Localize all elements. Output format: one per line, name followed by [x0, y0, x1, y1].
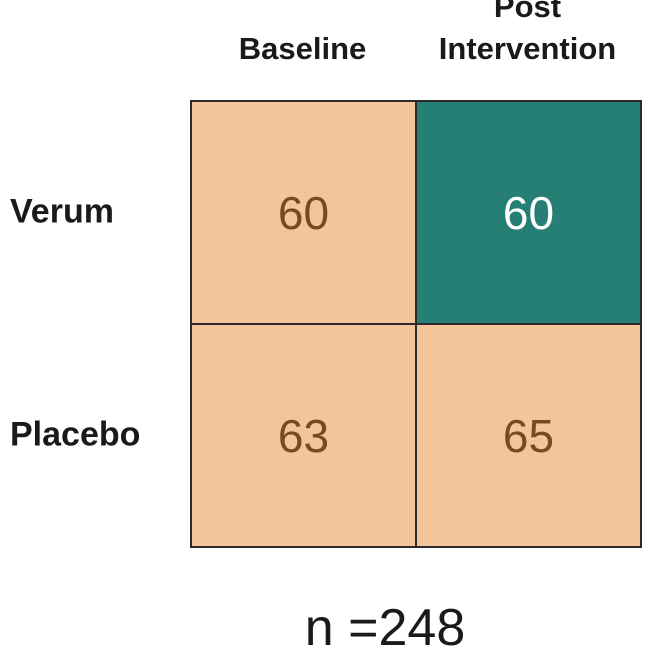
cell: 65: [415, 323, 642, 548]
column-header: Post Intervention: [438, 0, 617, 66]
row-header: Placebo: [10, 415, 141, 453]
cell: 63: [190, 323, 417, 548]
cell: 60: [190, 100, 417, 325]
row-header: Verum: [10, 192, 114, 230]
column-header: Baseline: [238, 31, 367, 66]
cell: 60: [415, 100, 642, 325]
sample-size-note: n =248: [304, 599, 466, 657]
